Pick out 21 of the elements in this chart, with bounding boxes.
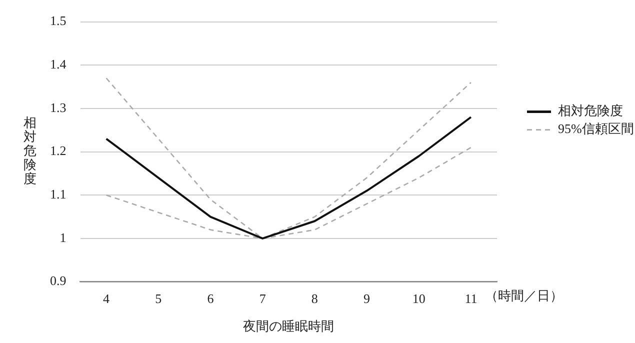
y-tick-label: 0.9 [50,273,66,288]
text: （時間／日） [484,288,563,304]
y-tick-label: 1.5 [50,13,66,28]
x-tick-label: 5 [155,291,162,306]
x-tick-label: 4 [103,291,110,306]
x-tick-label: 11 [464,291,478,306]
x-axis-title: 夜間の睡眠時間 [243,318,334,334]
y-tick-label: 1.4 [50,56,67,72]
legend-label: 相対危険度 [558,103,623,118]
x-tick-label: 10 [412,291,426,306]
y-tick-label: 1 [60,230,66,245]
y-tick-label: 1.1 [50,186,66,202]
y-tick-label: 1.2 [50,143,66,158]
y-axis-title: 相対危険度 [24,115,36,186]
x-tick-label: 9 [364,291,370,306]
x-tick-label: 7 [259,291,266,306]
x-tick-label: 8 [311,291,318,306]
line-series [106,146,472,240]
y-tick-label: 1.3 [50,100,66,115]
x-tick-label: 6 [207,291,214,306]
legend-label: 95%信頼区間 [558,121,634,136]
